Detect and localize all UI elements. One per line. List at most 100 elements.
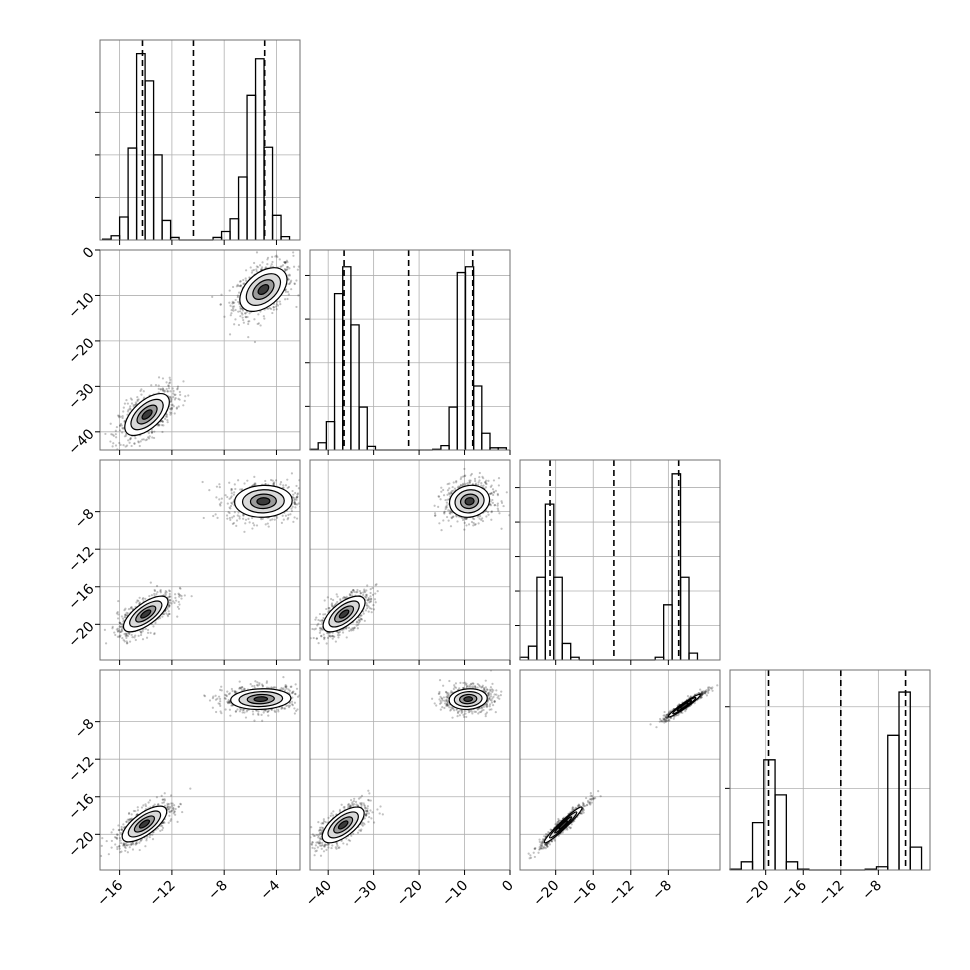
sample-point bbox=[365, 595, 368, 598]
sample-point bbox=[245, 316, 248, 319]
sample-point bbox=[376, 590, 379, 593]
sample-point bbox=[325, 642, 328, 645]
sample-point bbox=[366, 599, 369, 602]
sample-point bbox=[211, 295, 214, 298]
sample-point bbox=[226, 495, 229, 499]
sample-point bbox=[239, 284, 242, 287]
sample-point bbox=[372, 608, 376, 611]
scatter-panel bbox=[99, 669, 301, 871]
sample-point bbox=[490, 484, 493, 487]
sample-point bbox=[332, 598, 335, 602]
sample-point bbox=[287, 485, 291, 489]
sample-point bbox=[125, 399, 128, 402]
sample-point bbox=[225, 695, 228, 698]
sample-point bbox=[162, 389, 165, 392]
sample-point bbox=[358, 590, 362, 593]
sample-point bbox=[138, 596, 141, 599]
sample-point bbox=[168, 592, 171, 596]
sample-point bbox=[176, 388, 179, 391]
sample-point bbox=[111, 627, 114, 630]
sample-point bbox=[215, 496, 218, 499]
sample-point bbox=[445, 504, 448, 507]
sample-point bbox=[232, 307, 235, 310]
sample-point bbox=[137, 599, 140, 603]
sample-point bbox=[325, 607, 328, 611]
sample-point bbox=[218, 483, 221, 486]
sample-point bbox=[270, 708, 273, 712]
sample-point bbox=[227, 702, 230, 705]
sample-point bbox=[449, 512, 452, 515]
histogram-bin bbox=[785, 861, 799, 870]
sample-point bbox=[104, 432, 107, 436]
sample-point bbox=[133, 636, 136, 639]
sample-point bbox=[497, 509, 500, 512]
sample-point bbox=[233, 511, 236, 514]
sample-point bbox=[245, 269, 248, 272]
sample-point bbox=[485, 482, 488, 486]
sample-point bbox=[135, 402, 138, 405]
sample-point bbox=[247, 320, 250, 323]
histogram-bin bbox=[671, 473, 682, 660]
sample-point bbox=[272, 483, 275, 486]
sample-point bbox=[288, 704, 292, 707]
sample-point bbox=[183, 399, 186, 402]
sample-point bbox=[227, 699, 230, 702]
sample-point bbox=[150, 431, 154, 435]
sample-point bbox=[119, 622, 122, 625]
sample-point bbox=[271, 260, 274, 264]
sample-point bbox=[492, 491, 496, 494]
sample-point bbox=[166, 607, 169, 610]
sample-point bbox=[294, 506, 297, 509]
sample-point bbox=[230, 487, 233, 491]
sample-point bbox=[355, 624, 358, 627]
sample-point bbox=[174, 596, 177, 599]
sample-point bbox=[328, 634, 331, 638]
sample-point bbox=[202, 516, 205, 520]
sample-point bbox=[522, 505, 524, 507]
sample-point bbox=[457, 485, 460, 488]
density-contour bbox=[141, 409, 153, 420]
sample-point bbox=[142, 438, 145, 441]
sample-point bbox=[251, 527, 254, 530]
sample-point bbox=[178, 390, 181, 394]
sample-point bbox=[162, 613, 165, 616]
sample-point bbox=[125, 444, 129, 447]
sample-point bbox=[114, 429, 117, 432]
sample-point bbox=[132, 404, 135, 407]
sample-point bbox=[140, 631, 143, 634]
sample-point bbox=[233, 689, 237, 693]
sample-point bbox=[234, 710, 237, 713]
sample-point bbox=[165, 381, 168, 384]
sample-point bbox=[271, 479, 274, 482]
sample-point bbox=[111, 433, 114, 436]
sample-point bbox=[153, 592, 156, 596]
sample-point bbox=[243, 282, 246, 285]
sample-point bbox=[183, 594, 186, 597]
sample-point bbox=[276, 516, 279, 519]
sample-point bbox=[241, 313, 244, 316]
sample-point bbox=[366, 607, 369, 610]
sample-point bbox=[352, 627, 355, 630]
sample-point bbox=[250, 271, 254, 274]
sample-point bbox=[168, 604, 171, 607]
sample-point bbox=[214, 698, 218, 701]
sample-point bbox=[463, 467, 466, 471]
sample-point bbox=[433, 512, 437, 515]
sample-point bbox=[158, 617, 162, 620]
sample-point bbox=[372, 603, 375, 607]
sample-point bbox=[284, 707, 287, 710]
sample-point bbox=[490, 518, 493, 521]
sample-point bbox=[253, 340, 257, 344]
sample-point bbox=[271, 311, 274, 315]
sample-point bbox=[141, 630, 144, 633]
sample-point bbox=[266, 256, 270, 259]
sample-point bbox=[203, 694, 206, 697]
sample-point bbox=[169, 390, 172, 393]
sample-point bbox=[256, 266, 260, 269]
sample-point bbox=[470, 520, 474, 524]
sample-point bbox=[286, 260, 289, 264]
sample-point bbox=[363, 619, 366, 622]
sample-point bbox=[219, 303, 222, 306]
sample-point bbox=[478, 471, 481, 475]
sample-point bbox=[237, 291, 241, 294]
